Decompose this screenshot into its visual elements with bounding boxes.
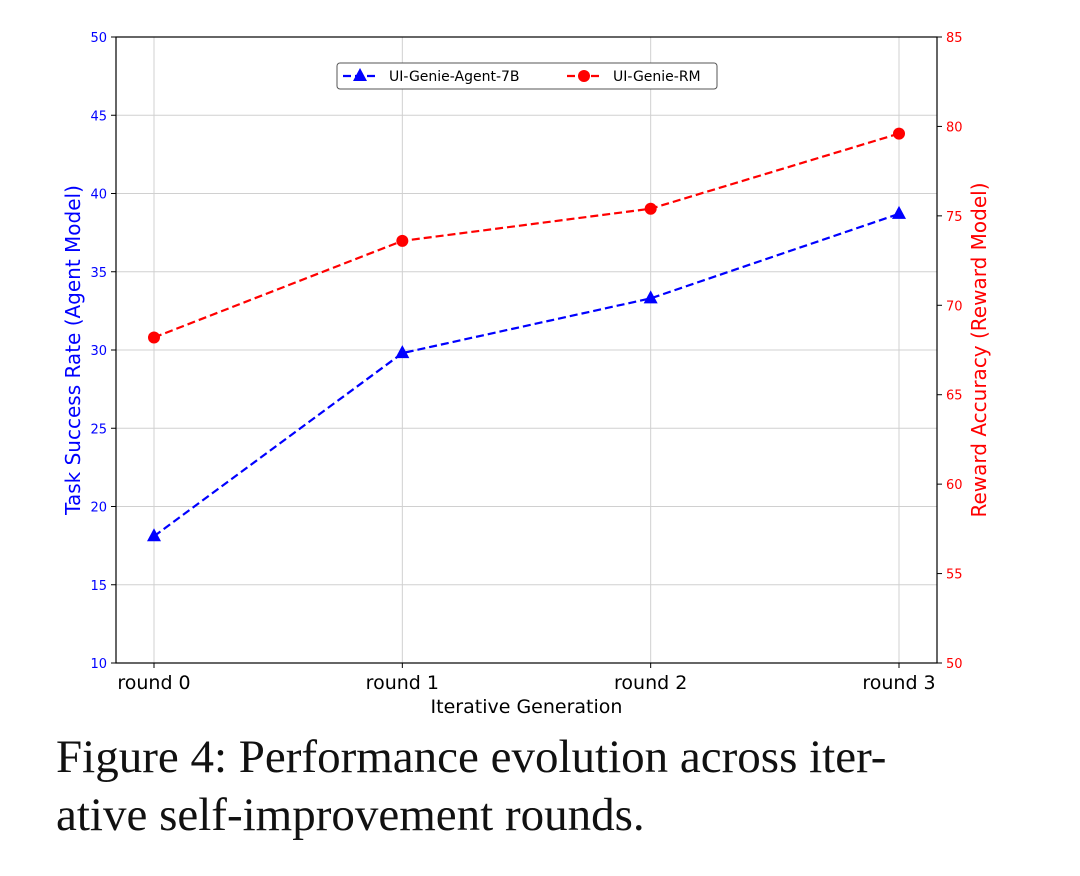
y-tick-label: 40 (90, 188, 107, 203)
y-tick-label: 15 (90, 579, 107, 594)
legend-box (336, 62, 718, 90)
x-tick-label: round 0 (117, 672, 190, 694)
chart: 10 15 20 25 30 35 40 45 50 50 55 60 65 70 75 80 85 round … (61, 31, 991, 718)
y2-axis-label: Reward Accuracy (Reward Model) (967, 183, 991, 518)
legend-label: UI-Genie-Agent-7B (389, 69, 520, 85)
y-tick-label: 45 (90, 109, 107, 124)
data-point-agent (892, 205, 906, 219)
data-point-agent (643, 290, 658, 304)
y-tick-label: 10 (90, 657, 107, 672)
legend-marker (353, 68, 367, 81)
caption-label: Figure 4: (56, 731, 228, 783)
y-axis-label: Task Success Rate (Agent Model) (61, 185, 85, 516)
data-point-agent (147, 528, 161, 542)
y-tick-label: 20 (90, 501, 107, 516)
y2-tick-label: 75 (946, 210, 963, 225)
legend-label: UI-Genie-RM (613, 69, 701, 85)
x-tick-label: round 2 (614, 672, 687, 694)
x-tick-label: round 3 (862, 672, 935, 694)
y-tick-label: 35 (90, 266, 107, 281)
series-line-rm (153, 132, 900, 339)
y2-tick-label: 55 (946, 568, 963, 583)
figure-caption: Figure 4: Performance evolution across i… (56, 728, 1056, 844)
y-tick-label: 30 (90, 344, 107, 359)
x-tick-label: round 1 (366, 672, 439, 694)
y2-tick-label: 80 (946, 120, 963, 135)
series-line-agent (153, 212, 900, 538)
y2-tick-label: 60 (946, 478, 963, 493)
caption-line1: Performance evolution across iter- (238, 731, 887, 783)
legend-marker (578, 70, 590, 82)
y2-tick-label: 50 (946, 657, 963, 672)
y2-tick-label: 65 (946, 389, 963, 404)
y-tick-label: 50 (90, 31, 107, 46)
data-point-rm (644, 202, 657, 215)
y-tick-label: 25 (90, 422, 107, 437)
x-axis-label: Iterative Generation (431, 696, 623, 718)
data-point-rm (148, 331, 160, 344)
y2-tick-label: 85 (946, 31, 963, 46)
data-point-agent (395, 345, 410, 359)
data-point-rm (396, 234, 409, 247)
caption-line2: ative self-improvement rounds. (56, 789, 645, 841)
y2-tick-label: 70 (946, 299, 963, 314)
data-point-rm (893, 127, 905, 140)
